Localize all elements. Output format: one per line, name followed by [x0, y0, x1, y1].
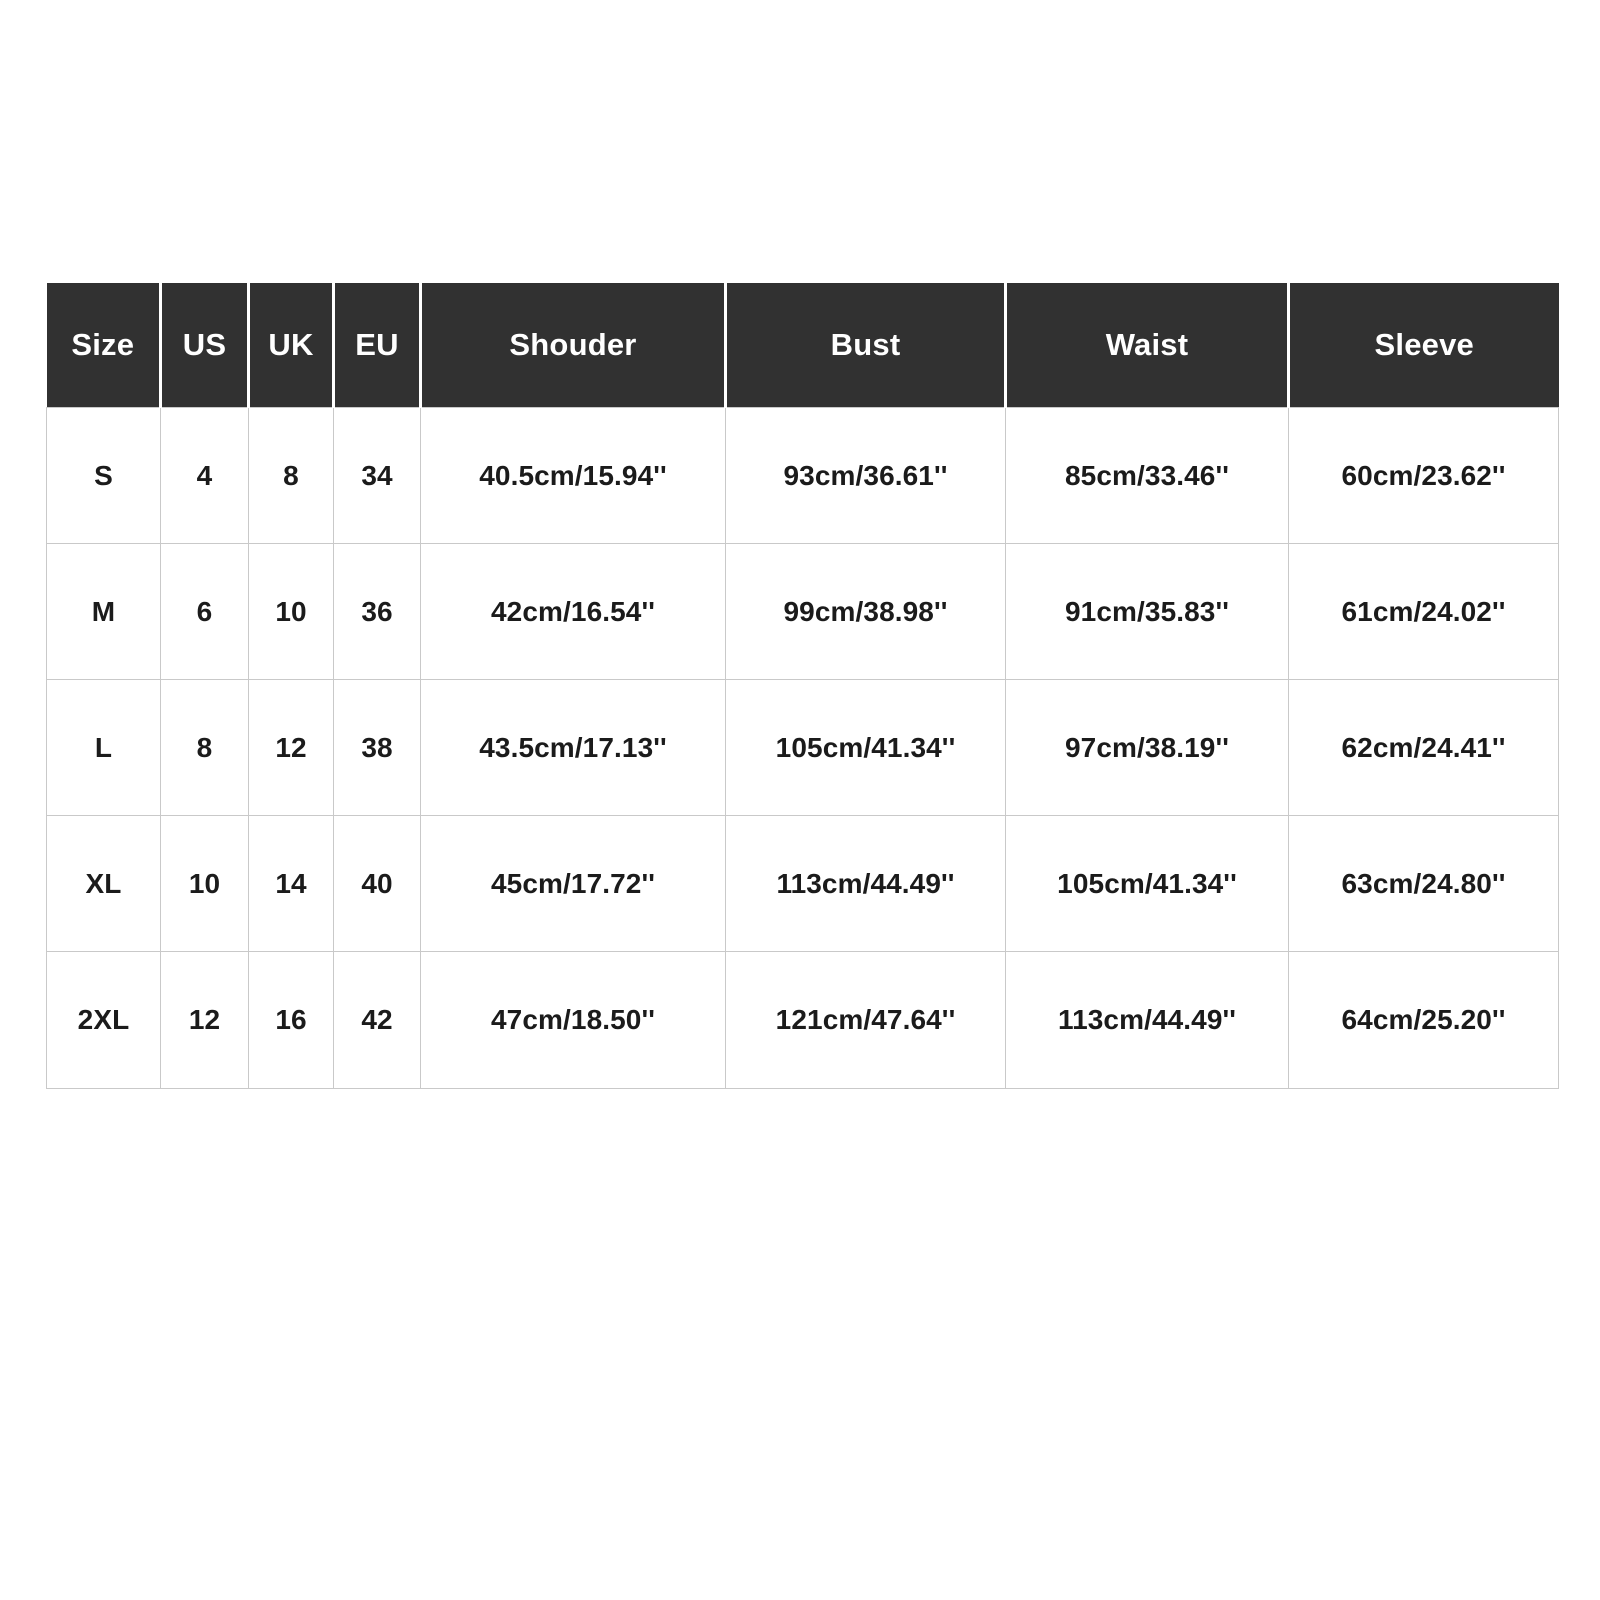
table-row: S 4 8 34 40.5cm/15.94'' 93cm/36.61'' 85c… [46, 407, 1559, 544]
cell-sleeve: 62cm/24.41'' [1288, 679, 1559, 816]
cell-size: 2XL [46, 951, 161, 1089]
cell-shouder: 45cm/17.72'' [420, 815, 726, 952]
cell-eu: 38 [333, 679, 421, 816]
cell-waist: 91cm/35.83'' [1005, 543, 1289, 680]
cell-us: 6 [160, 543, 249, 680]
cell-waist: 113cm/44.49'' [1005, 951, 1289, 1089]
header-row: Size US UK EU Shouder Bust Waist Sleeve [46, 283, 1559, 408]
cell-us: 10 [160, 815, 249, 952]
cell-eu: 34 [333, 407, 421, 544]
column-header-size: Size [46, 283, 162, 408]
cell-sleeve: 63cm/24.80'' [1288, 815, 1559, 952]
cell-bust: 113cm/44.49'' [725, 815, 1006, 952]
table-row: M 6 10 36 42cm/16.54'' 99cm/38.98'' 91cm… [46, 543, 1559, 680]
cell-waist: 97cm/38.19'' [1005, 679, 1289, 816]
cell-uk: 8 [248, 407, 334, 544]
cell-bust: 93cm/36.61'' [725, 407, 1006, 544]
cell-waist: 105cm/41.34'' [1005, 815, 1289, 952]
cell-eu: 40 [333, 815, 421, 952]
table-row: L 8 12 38 43.5cm/17.13'' 105cm/41.34'' 9… [46, 679, 1559, 816]
column-header-us: US [160, 283, 250, 408]
cell-shouder: 47cm/18.50'' [420, 951, 726, 1089]
cell-eu: 42 [333, 951, 421, 1089]
cell-uk: 14 [248, 815, 334, 952]
cell-shouder: 43.5cm/17.13'' [420, 679, 726, 816]
cell-size: M [46, 543, 161, 680]
size-chart-container: Size US UK EU Shouder Bust Waist Sleeve … [46, 283, 1559, 1089]
cell-us: 4 [160, 407, 249, 544]
column-header-eu: EU [333, 283, 422, 408]
cell-uk: 16 [248, 951, 334, 1089]
cell-size: S [46, 407, 161, 544]
cell-bust: 99cm/38.98'' [725, 543, 1006, 680]
cell-size: L [46, 679, 161, 816]
column-header-uk: UK [248, 283, 335, 408]
cell-sleeve: 61cm/24.02'' [1288, 543, 1559, 680]
cell-shouder: 40.5cm/15.94'' [420, 407, 726, 544]
cell-waist: 85cm/33.46'' [1005, 407, 1289, 544]
cell-us: 12 [160, 951, 249, 1089]
cell-bust: 121cm/47.64'' [725, 951, 1006, 1089]
cell-sleeve: 60cm/23.62'' [1288, 407, 1559, 544]
cell-bust: 105cm/41.34'' [725, 679, 1006, 816]
column-header-waist: Waist [1005, 283, 1290, 408]
cell-sleeve: 64cm/25.20'' [1288, 951, 1559, 1089]
table-row: XL 10 14 40 45cm/17.72'' 113cm/44.49'' 1… [46, 815, 1559, 952]
table-header: Size US UK EU Shouder Bust Waist Sleeve [46, 283, 1559, 408]
cell-shouder: 42cm/16.54'' [420, 543, 726, 680]
cell-us: 8 [160, 679, 249, 816]
table-body: S 4 8 34 40.5cm/15.94'' 93cm/36.61'' 85c… [46, 407, 1559, 1089]
column-header-bust: Bust [725, 283, 1007, 408]
cell-uk: 10 [248, 543, 334, 680]
cell-size: XL [46, 815, 161, 952]
size-chart-table: Size US UK EU Shouder Bust Waist Sleeve … [46, 283, 1559, 1089]
cell-uk: 12 [248, 679, 334, 816]
cell-eu: 36 [333, 543, 421, 680]
column-header-shouder: Shouder [420, 283, 727, 408]
table-row: 2XL 12 16 42 47cm/18.50'' 121cm/47.64'' … [46, 951, 1559, 1089]
column-header-sleeve: Sleeve [1288, 283, 1559, 408]
